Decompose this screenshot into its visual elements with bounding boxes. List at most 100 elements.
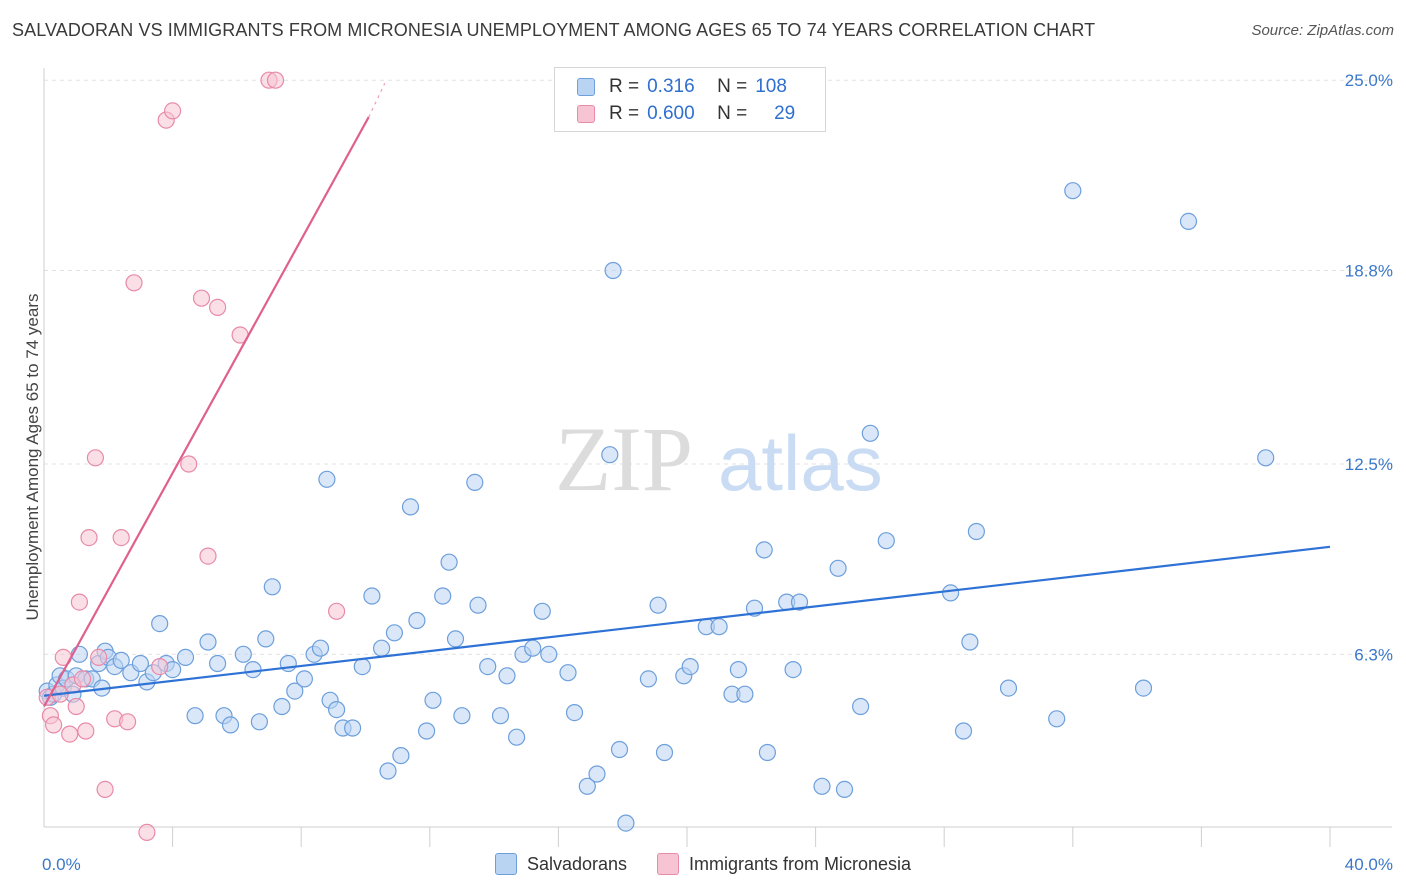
- data-point: [507, 728, 526, 746]
- legend-item-micronesia[interactable]: Immigrants from Micronesia: [657, 853, 911, 875]
- data-point: [601, 446, 619, 464]
- data-point: [250, 713, 268, 731]
- data-point: [344, 719, 362, 737]
- legend-n-label: N =: [717, 103, 748, 124]
- data-point: [851, 697, 870, 716]
- data-point: [790, 593, 809, 611]
- data-point: [164, 102, 182, 120]
- legend-swatch-salvadorans: [494, 853, 517, 875]
- data-point: [199, 633, 217, 651]
- data-point: [604, 261, 622, 280]
- data-point: [710, 618, 728, 636]
- data-point: [61, 725, 79, 743]
- legend-swatch-salvadorans: [577, 78, 595, 96]
- legend-item-salvadorans[interactable]: Salvadorans: [494, 853, 628, 875]
- data-point: [151, 657, 169, 676]
- data-point: [961, 633, 979, 651]
- legend-n-value: 29: [774, 103, 796, 124]
- data-point: [77, 722, 95, 740]
- data-point: [70, 593, 89, 611]
- data-point: [379, 762, 397, 780]
- data-point: [118, 713, 137, 731]
- data-point: [112, 651, 130, 670]
- legend-r-value: 0.600: [647, 103, 695, 124]
- data-point: [151, 614, 169, 633]
- y-tick-label: 18.8%: [1345, 262, 1393, 281]
- data-point: [617, 814, 635, 832]
- axes: [43, 68, 1392, 847]
- data-point: [610, 740, 629, 759]
- data-point: [861, 424, 879, 442]
- legend-r-label: R =: [609, 103, 640, 124]
- data-point: [829, 559, 847, 577]
- gridlines: [44, 79, 1392, 655]
- chart-title: SALVADORAN VS IMMIGRANTS FROM MICRONESIA…: [12, 20, 1096, 40]
- stats-legend: R = 0.316 N = 108 R = 0.600 N = 29: [554, 67, 826, 132]
- data-point: [138, 823, 156, 842]
- data-point: [353, 657, 371, 676]
- watermark: ZIP atlas: [555, 408, 883, 510]
- data-point: [565, 703, 584, 722]
- data-point: [533, 602, 551, 620]
- data-point: [559, 664, 577, 682]
- legend-n-value: 108: [755, 76, 787, 97]
- legend-row-micronesia: R = 0.600 N = 29: [577, 102, 795, 126]
- data-point: [311, 639, 330, 657]
- data-point: [131, 654, 149, 673]
- data-point: [813, 777, 831, 795]
- legend-label-salvadorans: Salvadorans: [526, 853, 628, 874]
- legend-swatch-micronesia: [657, 853, 680, 875]
- y-tick-label: 6.3%: [1354, 645, 1393, 664]
- data-point: [244, 660, 262, 679]
- x-tick-label: 0.0%: [42, 855, 81, 874]
- data-point: [479, 657, 497, 676]
- trend-line: [43, 116, 370, 708]
- source-credit: Source: ZipAtlas.com: [1251, 22, 1394, 39]
- data-point: [401, 498, 420, 516]
- data-point: [199, 547, 217, 565]
- data-point: [90, 648, 108, 667]
- data-point: [234, 645, 252, 663]
- data-point: [257, 630, 275, 648]
- data-point: [681, 657, 699, 676]
- watermark-zip: ZIP: [555, 408, 693, 510]
- data-point: [877, 532, 895, 550]
- legend-r-label: R =: [609, 76, 640, 97]
- series-legend: Salvadorans Immigrants from Micronesia: [0, 853, 1406, 875]
- tick-labels: 6.3% 12.5% 18.8% 25.0% 0.0% 40.0%: [42, 71, 1393, 874]
- legend-label-micronesia: Immigrants from Micronesia: [689, 853, 912, 874]
- data-point: [440, 553, 458, 571]
- data-point: [655, 743, 674, 762]
- y-tick-label: 12.5%: [1345, 455, 1393, 474]
- data-point: [466, 473, 484, 491]
- data-point: [1257, 449, 1275, 467]
- data-point: [408, 611, 426, 630]
- watermark-atlas: atlas: [718, 419, 883, 507]
- data-point: [784, 660, 802, 679]
- data-point: [588, 765, 606, 783]
- data-point: [941, 584, 960, 602]
- data-point: [80, 528, 98, 547]
- data-point: [96, 780, 114, 799]
- data-point: [180, 455, 198, 473]
- data-point: [578, 777, 596, 795]
- data-point: [1064, 182, 1082, 200]
- data-point: [73, 670, 92, 688]
- series-micronesia: [38, 71, 346, 842]
- data-point: [954, 722, 973, 740]
- data-point: [363, 587, 381, 605]
- data-point: [176, 648, 195, 667]
- data-point: [209, 654, 227, 673]
- data-point: [446, 630, 465, 648]
- data-point: [540, 645, 558, 663]
- data-point: [1048, 710, 1066, 728]
- data-point: [44, 716, 63, 734]
- data-point: [392, 746, 410, 765]
- trend-lines: [43, 83, 1331, 708]
- data-point: [469, 596, 487, 614]
- data-point: [263, 578, 281, 596]
- data-point: [373, 639, 391, 657]
- data-point: [424, 691, 442, 709]
- data-point: [328, 602, 346, 620]
